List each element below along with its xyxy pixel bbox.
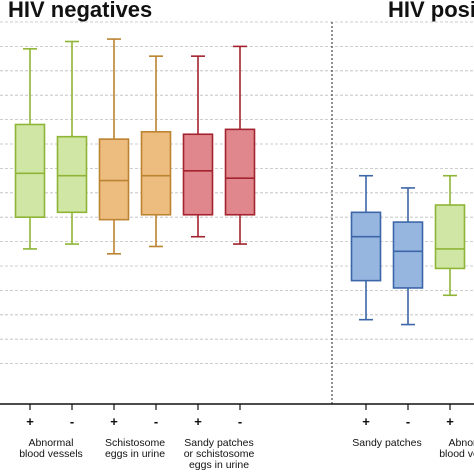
tick-sign-label: - bbox=[154, 414, 158, 429]
group-title: HIV negatives bbox=[8, 0, 152, 22]
box-9 bbox=[434, 174, 466, 297]
box-iqr bbox=[98, 138, 130, 221]
tick-sign-label: + bbox=[362, 414, 370, 429]
tick-sign-label: + bbox=[446, 414, 454, 429]
category-label-line: Abnormal bbox=[449, 437, 474, 449]
tick-sign-label: + bbox=[194, 414, 202, 429]
box-iqr bbox=[434, 204, 466, 270]
category-label-line: Sandy patches bbox=[184, 437, 253, 449]
category-label-line: Sandy patches bbox=[352, 437, 421, 449]
tick-sign-label: - bbox=[70, 414, 74, 429]
box-iqr bbox=[350, 211, 382, 282]
group-titles: HIV negatives HIV posit bbox=[8, 0, 474, 22]
box-7 bbox=[350, 174, 382, 321]
category-label: Sandy patches or schistosome eggs in urine bbox=[184, 437, 255, 471]
box-4 bbox=[140, 55, 172, 248]
tick-sign-label: - bbox=[238, 414, 242, 429]
box-5 bbox=[182, 55, 214, 238]
tick-sign-label: - bbox=[406, 414, 410, 429]
category-label-line: or schistosome bbox=[184, 448, 255, 460]
box-1 bbox=[14, 48, 46, 250]
group-title: HIV posit bbox=[388, 0, 474, 22]
category-label: Sandy patches bbox=[352, 437, 421, 449]
category-label-line: Abnormal bbox=[29, 437, 74, 449]
category-label-line: eggs in urine bbox=[189, 459, 249, 471]
box-iqr bbox=[14, 123, 46, 219]
box-2 bbox=[56, 40, 88, 245]
category-label-line: eggs in urine bbox=[105, 448, 165, 460]
box-3 bbox=[98, 38, 130, 255]
category-label-line: Schistosome bbox=[105, 437, 165, 449]
category-label: Schistosome eggs in urine bbox=[105, 437, 165, 460]
box-8 bbox=[392, 187, 424, 326]
category-label-line: blood vessels bbox=[19, 448, 83, 460]
box-iqr bbox=[140, 131, 172, 216]
box-layer bbox=[14, 38, 466, 326]
box-iqr bbox=[56, 135, 88, 214]
tick-sign-label: + bbox=[26, 414, 34, 429]
box-iqr bbox=[182, 133, 214, 216]
category-label-line: blood vessels bbox=[439, 448, 474, 460]
box-6 bbox=[224, 45, 256, 245]
x-axis-ticks: +-+-+-+-+-+ bbox=[26, 404, 454, 429]
box-iqr bbox=[392, 221, 424, 289]
box-iqr bbox=[224, 128, 256, 216]
tick-sign-label: + bbox=[110, 414, 118, 429]
